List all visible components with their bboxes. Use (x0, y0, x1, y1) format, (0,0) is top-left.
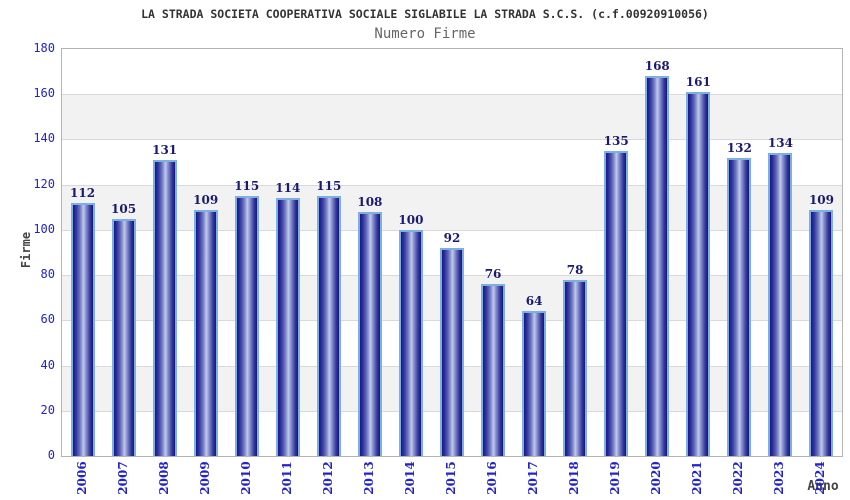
y-tick-180: 180 (33, 41, 55, 55)
plot-band (62, 49, 842, 95)
chart-subtitle: Numero Firme (374, 26, 476, 42)
bar-2021 (686, 91, 711, 456)
bar-2019 (604, 150, 629, 456)
bar-value-label: 76 (484, 267, 502, 282)
bar-2017 (522, 311, 547, 456)
bar-value-label: 132 (726, 140, 752, 155)
x-tick-2007: 2007 (115, 461, 130, 495)
y-tick-80: 80 (40, 267, 55, 282)
y-tick-160: 160 (33, 86, 55, 101)
y-tick-60: 60 (40, 312, 55, 327)
x-tick-2011: 2011 (279, 461, 294, 495)
x-tick-2008: 2008 (156, 461, 171, 495)
x-tick-2019: 2019 (608, 461, 623, 495)
bar-value-label: 100 (398, 212, 424, 227)
bar-value-label: 109 (193, 192, 219, 207)
y-tick-0: 0 (47, 448, 55, 462)
plot-area: 112 105 131 109 115 114 115 108 100 92 76 64 78 135 16… (61, 48, 843, 457)
bar-2022 (727, 157, 752, 456)
y-tick-40: 40 (40, 357, 55, 372)
bar-2012 (316, 195, 341, 456)
bar-value-label: 109 (808, 192, 834, 207)
x-tick-2021: 2021 (690, 461, 705, 495)
x-tick-2015: 2015 (444, 461, 458, 495)
x-tick-2017: 2017 (526, 461, 541, 495)
bar-value-label: 92 (443, 230, 461, 245)
x-tick-2006: 2006 (74, 461, 89, 495)
y-tick-100: 100 (33, 221, 55, 236)
y-tick-20: 20 (40, 402, 55, 417)
x-tick-2018: 2018 (567, 461, 582, 495)
bar-2024 (809, 209, 834, 456)
bar-value-label: 114 (275, 181, 301, 196)
bar-2011 (275, 198, 300, 456)
plot-band (62, 94, 842, 140)
bar-value-label: 64 (525, 294, 543, 309)
x-tick-2024: 2024 (813, 461, 828, 495)
bar-2007 (111, 218, 136, 456)
plot-band (62, 184, 842, 230)
bar-value-label: 115 (316, 178, 342, 193)
gridline (62, 229, 842, 231)
bar-value-label: 131 (152, 142, 178, 157)
bar-2010 (234, 195, 259, 456)
bar-value-label: 108 (357, 194, 383, 209)
bar-2020 (645, 76, 670, 456)
gridline (62, 184, 842, 186)
bar-2006 (70, 202, 95, 456)
chart-title: LA STRADA SOCIETA COOPERATIVA SOCIALE SI… (141, 7, 709, 21)
bar-value-label: 112 (70, 185, 96, 200)
bar-value-label: 105 (111, 201, 137, 216)
bar-2016 (481, 284, 506, 456)
y-tick-120: 120 (33, 176, 55, 191)
bar-2008 (152, 159, 177, 456)
x-axis-label: Anno (807, 479, 839, 494)
bar-value-label: 168 (644, 59, 670, 74)
bar-2014 (398, 229, 423, 456)
bar-2013 (357, 211, 382, 456)
bar-2023 (768, 153, 793, 456)
x-tick-2010: 2010 (238, 461, 253, 495)
x-tick-2022: 2022 (731, 461, 746, 495)
x-tick-2009: 2009 (197, 461, 212, 495)
bar-2009 (193, 209, 218, 456)
bar-value-label: 135 (603, 133, 629, 148)
bar-2018 (563, 279, 588, 456)
x-tick-2020: 2020 (649, 461, 664, 495)
bar-value-label: 115 (234, 178, 260, 193)
bar-2015 (440, 247, 464, 456)
gridline (62, 139, 842, 141)
bar-value-label: 78 (566, 262, 584, 277)
x-tick-2023: 2023 (772, 461, 787, 495)
bar-value-label: 134 (767, 136, 793, 150)
x-tick-2013: 2013 (361, 461, 376, 495)
x-tick-2012: 2012 (320, 461, 335, 495)
x-tick-2014: 2014 (402, 461, 417, 495)
y-tick-140: 140 (33, 131, 55, 146)
plot-band (62, 139, 842, 185)
bar-value-label: 161 (685, 74, 711, 89)
gridline (62, 94, 842, 96)
x-tick-2016: 2016 (485, 461, 500, 495)
